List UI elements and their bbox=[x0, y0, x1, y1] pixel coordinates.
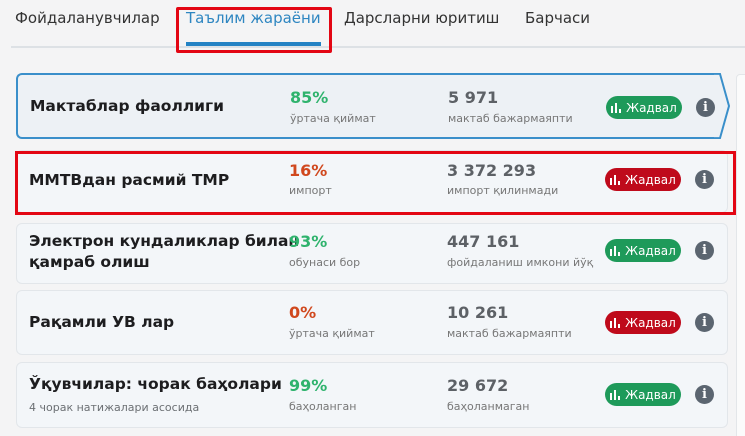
metric-card-school-activity[interactable]: Мактаблар фаоллиги 85% ўртача қиймат 5 9… bbox=[16, 73, 730, 139]
percent-value: 85% bbox=[290, 88, 329, 107]
bar-chart-icon bbox=[610, 246, 621, 256]
card-title: Рақамли УВ лар bbox=[29, 313, 175, 331]
tab-users[interactable]: Фойдаланувчилар bbox=[15, 9, 160, 27]
bar-chart-icon bbox=[610, 175, 621, 185]
bar-chart-icon bbox=[610, 390, 621, 400]
info-icon[interactable]: i bbox=[695, 170, 714, 189]
card-title: Электрон кундаликлар билан қамраб олиш bbox=[29, 231, 299, 273]
metric-card-student-quarter-grades[interactable]: Ўқувчилар: чорак баҳолари 4 чорак натижа… bbox=[16, 362, 728, 428]
bar-chart-icon bbox=[611, 103, 622, 113]
info-icon[interactable]: i bbox=[695, 241, 714, 260]
tab-label: Таълим жараёни bbox=[186, 9, 321, 27]
badge-label: Жадвал bbox=[625, 387, 676, 402]
tab-all[interactable]: Барчаси bbox=[525, 9, 591, 27]
table-button[interactable]: Жадвал bbox=[605, 239, 681, 262]
tab-lessons-management[interactable]: Дарсларни юритиш bbox=[344, 9, 500, 27]
metric-card-e-diaries-coverage[interactable]: Электрон кундаликлар билан қамраб олиш 9… bbox=[16, 223, 728, 284]
count-label: импорт қилинмади bbox=[447, 184, 559, 197]
percent-value: 93% bbox=[289, 232, 328, 251]
card-title: Мактаблар фаоллиги bbox=[30, 97, 224, 115]
card-title: Ўқувчилар: чорак баҳолари bbox=[29, 375, 282, 393]
bar-chart-icon bbox=[610, 318, 621, 328]
table-button[interactable]: Жадвал bbox=[606, 96, 682, 119]
badge-label: Жадвал bbox=[625, 243, 676, 258]
percent-label: ўртача қиймат bbox=[290, 112, 376, 125]
percent-value: 0% bbox=[289, 303, 317, 322]
percent-value: 16% bbox=[289, 161, 328, 180]
percent-value: 99% bbox=[289, 376, 328, 395]
count-value: 10 261 bbox=[447, 303, 509, 322]
detail-side-panel bbox=[736, 74, 745, 436]
info-icon[interactable]: i bbox=[695, 385, 714, 404]
metric-card-official-tmr[interactable]: ММТВдан расмий ТМР 16% импорт 3 372 293 … bbox=[16, 150, 728, 213]
table-button[interactable]: Жадвал bbox=[605, 383, 681, 406]
count-label: мактаб бажармаяпти bbox=[448, 112, 573, 125]
count-label: мактаб бажармаяпти bbox=[447, 327, 572, 340]
count-value: 447 161 bbox=[447, 232, 520, 251]
info-icon[interactable]: i bbox=[696, 98, 715, 117]
percent-label: обунаси бор bbox=[289, 256, 361, 269]
percent-label: баҳоланган bbox=[289, 400, 357, 413]
table-button[interactable]: Жадвал bbox=[605, 311, 681, 334]
count-value: 3 372 293 bbox=[447, 161, 537, 180]
card-title: ММТВдан расмий ТМР bbox=[29, 171, 230, 189]
tab-bar: Фойдаланувчилар Таълим жараёни Дарсларни… bbox=[11, 0, 745, 48]
metric-card-digital-uv[interactable]: Рақамли УВ лар 0% ўртача қиймат 10 261 м… bbox=[16, 290, 728, 355]
table-button[interactable]: Жадвал bbox=[605, 168, 681, 191]
count-label: баҳоланмаган bbox=[447, 400, 530, 413]
count-value: 5 971 bbox=[448, 88, 499, 107]
card-title-line2: қамраб олиш bbox=[29, 253, 150, 271]
percent-label: импорт bbox=[289, 184, 332, 197]
count-value: 29 672 bbox=[447, 376, 509, 395]
badge-label: Жадвал bbox=[626, 100, 677, 115]
active-tab-indicator bbox=[186, 42, 321, 46]
count-label: фойдаланиш имкони йўқ bbox=[447, 256, 594, 269]
percent-label: ўртача қиймат bbox=[289, 327, 375, 340]
card-title-line1: Электрон кундаликлар билан bbox=[29, 232, 300, 250]
badge-label: Жадвал bbox=[625, 172, 676, 187]
tab-education-process[interactable]: Таълим жараёни bbox=[186, 9, 321, 46]
badge-label: Жадвал bbox=[625, 315, 676, 330]
card-subtitle: 4 чорак натижалари асосида bbox=[29, 401, 200, 414]
selected-arrow bbox=[714, 73, 730, 139]
info-icon[interactable]: i bbox=[695, 313, 714, 332]
